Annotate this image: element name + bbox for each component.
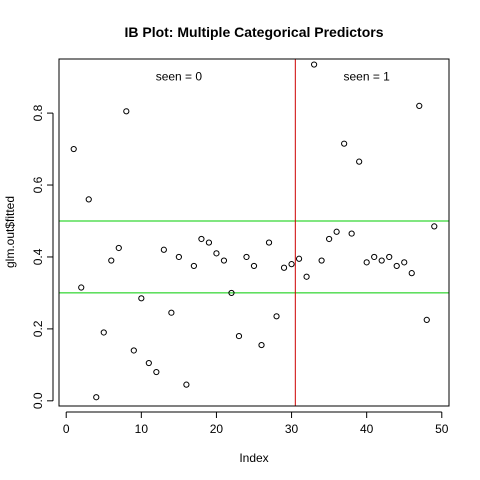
x-tick-label: 20 — [210, 422, 224, 436]
data-point — [408, 270, 415, 277]
data-point — [393, 262, 400, 270]
y-axis: 0.0 0.2 0.4 0.6 0.8 — [31, 104, 54, 409]
data-point — [130, 347, 137, 354]
data-point — [341, 140, 348, 147]
data-point — [235, 332, 243, 340]
data-point — [160, 246, 167, 253]
data-point — [295, 255, 303, 262]
y-tick-label: 0.4 — [31, 248, 45, 265]
data-point — [70, 145, 77, 153]
data-point — [386, 253, 393, 261]
data-point — [123, 108, 130, 115]
data-point — [318, 257, 325, 264]
data-point — [333, 228, 340, 235]
data-point — [431, 223, 438, 230]
x-tick-label: 10 — [135, 422, 149, 436]
data-point — [326, 235, 333, 243]
data-point — [273, 313, 280, 320]
data-point — [168, 309, 175, 316]
data-point — [138, 295, 145, 302]
data-point — [145, 359, 152, 367]
reference-lines — [59, 59, 449, 406]
data-point — [175, 253, 182, 261]
y-axis-label: glm.out$fitted — [3, 196, 17, 268]
data-point — [205, 239, 213, 246]
data-point — [108, 257, 115, 264]
annotation-label: seen = 1 — [343, 70, 390, 84]
data-points — [70, 61, 438, 401]
data-point — [401, 259, 408, 266]
data-point — [363, 259, 370, 266]
data-point — [115, 244, 122, 252]
data-point — [416, 102, 423, 109]
y-tick-label: 0.2 — [31, 320, 45, 337]
data-point — [348, 230, 355, 237]
x-tick-label: 30 — [285, 422, 299, 436]
x-tick-label: 50 — [435, 422, 449, 436]
data-point — [220, 257, 228, 264]
data-point — [183, 381, 190, 388]
data-point — [93, 394, 100, 401]
data-point — [153, 368, 160, 376]
data-point — [371, 253, 378, 261]
data-point — [423, 316, 430, 323]
data-point — [228, 289, 235, 297]
data-point — [280, 264, 288, 271]
data-point — [356, 158, 363, 165]
data-point — [303, 273, 310, 280]
data-point — [100, 329, 107, 336]
x-axis-label: Index — [239, 451, 268, 465]
data-point — [310, 61, 318, 68]
x-tick-label: 0 — [63, 422, 70, 436]
data-point — [78, 284, 85, 291]
data-point — [265, 239, 273, 246]
data-point — [213, 250, 220, 257]
data-point — [190, 262, 198, 270]
data-point — [288, 261, 295, 268]
annotation-label: seen = 0 — [156, 70, 203, 84]
x-tick-label: 40 — [360, 422, 374, 436]
y-tick-label: 0.0 — [31, 392, 45, 409]
data-point — [250, 262, 258, 270]
data-point — [198, 235, 205, 243]
data-point — [243, 253, 250, 261]
y-tick-label: 0.8 — [31, 104, 45, 121]
y-tick-label: 0.6 — [31, 176, 45, 193]
data-point — [378, 257, 385, 264]
x-axis: 0 10 20 30 40 50 — [63, 411, 449, 436]
chart-title: IB Plot: Multiple Categorical Predictors — [124, 24, 383, 40]
data-point — [258, 341, 265, 349]
annotations: seen = 0 seen = 1 — [156, 70, 390, 84]
plot-frame — [58, 58, 450, 407]
data-point — [85, 196, 92, 203]
